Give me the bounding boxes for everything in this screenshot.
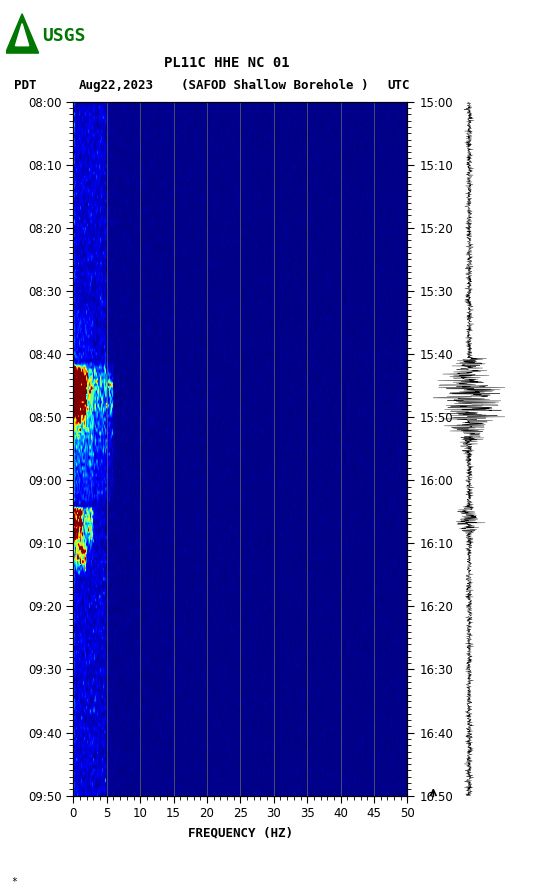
Text: PDT: PDT <box>14 78 36 92</box>
Text: Aug22,2023: Aug22,2023 <box>79 78 154 92</box>
Text: (SAFOD Shallow Borehole ): (SAFOD Shallow Borehole ) <box>181 78 369 92</box>
Text: PL11C HHE NC 01: PL11C HHE NC 01 <box>163 55 289 70</box>
Text: USGS: USGS <box>42 27 86 45</box>
Polygon shape <box>6 13 39 54</box>
Text: UTC: UTC <box>387 78 410 92</box>
Text: *: * <box>11 877 17 887</box>
X-axis label: FREQUENCY (HZ): FREQUENCY (HZ) <box>188 826 293 839</box>
Polygon shape <box>15 23 29 45</box>
